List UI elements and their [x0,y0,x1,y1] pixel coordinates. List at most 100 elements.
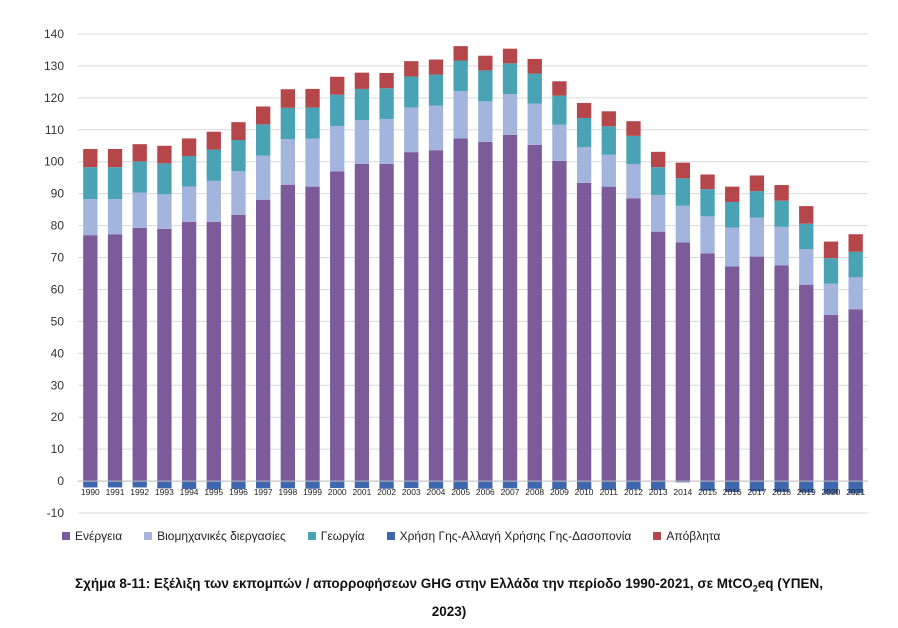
bar-segment [305,107,320,139]
bar-segment [305,88,320,108]
bar-segment [700,189,715,217]
bar-segment [330,171,345,482]
bar-segment [552,81,567,96]
x-tick-label: 2001 [352,487,371,497]
legend-item: Χρήση Γης-Αλλαγή Χρήσης Γης-Δασοπονία [386,529,631,543]
bar-segment [404,152,419,482]
x-tick-label: 2016 [723,487,742,497]
bar-segment [626,481,641,490]
bar-segment [280,184,296,482]
bar-segment [107,481,123,488]
x-tick-label: 2018 [772,487,791,497]
bar-segment [181,155,197,187]
bar-segment [700,174,715,190]
bar-segment [379,163,394,482]
bar-segment [354,88,370,121]
bar-segment [157,145,172,164]
bar-segment [231,214,246,482]
bar-segment [379,118,394,164]
caption-text-suffix: eq (ΥΠΕΝ, [757,576,824,591]
bar-segment [626,121,641,136]
legend-item: Γεωργία [307,529,365,543]
bar-segment [576,117,592,148]
bar-segment [132,481,147,488]
bar-segment [823,481,839,494]
bar-segment [552,160,567,482]
bar-segment [502,48,518,64]
legend-label: Ενέργεια [75,529,123,543]
bar-segment [132,144,147,162]
x-tick-label: 1996 [229,487,248,497]
bar-segment [231,140,246,172]
bar-segment [181,221,197,482]
y-tick-label: 140 [44,27,64,41]
x-tick-label: 2020 [822,487,841,497]
x-tick-label: 2015 [698,487,717,497]
bar-segment [453,481,468,490]
bar-segment [280,89,296,108]
bar-segment [428,150,444,482]
y-tick-label: 120 [44,91,64,105]
bar-segment [527,481,542,489]
bar-segment [280,481,296,489]
bar-segment [231,481,246,490]
bar-segment [206,481,221,490]
bar-segment [576,182,592,482]
bar-segment [354,72,370,89]
figure-caption: Σχήμα 8-11: Εξέλιξη των εκπομπών / απορρ… [20,576,878,594]
bar-segment [774,265,789,482]
bar-segment [700,253,715,482]
bar-segment [206,180,221,222]
bar-segment [83,481,98,488]
bar-segment [428,59,444,75]
bar-segment [453,91,468,139]
bar-segment [330,481,345,489]
bar-segment [650,231,666,482]
y-tick-label: 50 [51,314,65,328]
bar-segment [774,200,789,227]
bar-segment [83,148,98,168]
y-tick-label: 100 [44,155,64,169]
bar-segment [823,315,839,482]
figure-caption-line2: 2023) [431,604,467,619]
x-tick-label: 2017 [747,487,766,497]
caption-text: Σχήμα 8-11: Εξέλιξη των εκπομπών / απορρ… [74,576,753,591]
bar-segment [799,284,814,482]
bar-segment [527,144,542,482]
bar-segment [576,102,592,118]
bar-segment [181,481,197,490]
bar-segment [552,481,567,490]
legend-swatch [653,532,662,540]
bar-segment [132,227,147,482]
bar-segment [552,124,567,161]
y-tick-label: 90 [51,187,65,201]
y-tick-label: 60 [51,282,65,296]
bar-segment [675,162,691,179]
bar-segment [725,186,740,202]
bar-segment [650,481,666,490]
bar-segment [453,138,468,482]
legend-item: Βιομηχανικές διεργασίες [144,529,286,543]
bar-segment [749,256,765,482]
bar-segment [725,227,740,267]
bar-segment [404,61,419,77]
bar-segment [774,481,789,492]
y-tick-label: 30 [51,378,65,392]
bar-segment [749,191,765,218]
bar-segment [107,234,123,482]
bar-segment [354,163,370,482]
bar-segment [823,241,839,259]
bar-segment [626,198,641,482]
bar-segment [725,266,740,482]
bar-segment [799,481,814,493]
bar-segment [255,199,271,482]
bar-segment [848,481,863,494]
bar-segment [280,139,296,185]
y-tick-label: 70 [51,251,65,265]
bar-segment [799,249,814,285]
legend-label: Γεωργία [320,529,365,543]
legend-item: Ενέργεια [62,529,122,543]
legend-item: Απόβλητα [653,529,720,543]
bar-segment [848,309,863,482]
bar-segment [255,106,271,125]
